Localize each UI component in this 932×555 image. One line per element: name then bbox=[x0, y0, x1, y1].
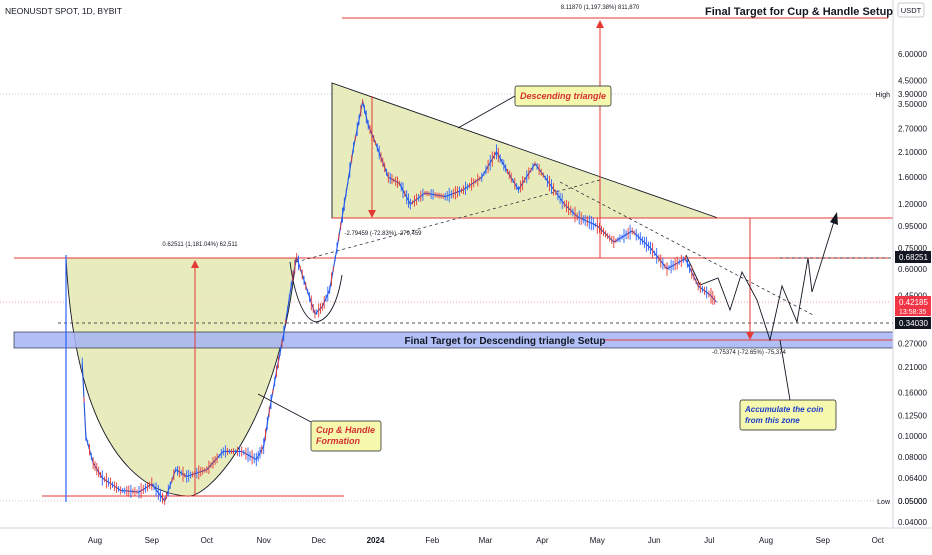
cup-target-arrow bbox=[596, 20, 604, 258]
time-tick-label: Oct bbox=[872, 536, 885, 545]
triangle-callout-label: Descending triangle bbox=[520, 91, 606, 101]
triangle-callout-box bbox=[514, 85, 612, 107]
high-value: 3.90000 bbox=[898, 90, 927, 99]
rising-dashed-trendline bbox=[295, 179, 601, 263]
time-tick-label: 2024 bbox=[367, 536, 385, 545]
cup-target-measure: 8.11870 (1,197.38%) 811,870 bbox=[561, 5, 640, 11]
price-tick-label: 2.10000 bbox=[898, 148, 927, 157]
triangle-height-measure: -2.79459 (-72.83%) -279,459 bbox=[344, 231, 422, 237]
time-tick-label: Aug bbox=[88, 536, 102, 545]
price-tick-label: 1.20000 bbox=[898, 200, 927, 209]
cup-callout-line-1: Cup & Handle bbox=[316, 425, 375, 435]
time-tick-label: May bbox=[590, 536, 605, 545]
price-tick-label: 0.27000 bbox=[898, 340, 927, 349]
cup-callout-line-2: Formation bbox=[316, 436, 361, 446]
price-tick-label: 0.05000 bbox=[898, 497, 927, 506]
candles-layer bbox=[81, 99, 716, 505]
level-2-tag bbox=[895, 317, 931, 329]
last-price-tag bbox=[895, 296, 931, 316]
time-tick-label: Jul bbox=[704, 536, 714, 545]
time-tick-label: Jun bbox=[648, 536, 661, 545]
projected-path-arrowhead bbox=[830, 212, 838, 225]
descending-target-title: Final Target for Descending triangle Set… bbox=[405, 336, 606, 347]
time-tick-label: Aug bbox=[759, 536, 773, 545]
level-1-tag bbox=[895, 251, 931, 263]
price-tick-label: 4.50000 bbox=[898, 77, 927, 86]
time-axis[interactable]: Aug Sep Oct Nov Dec 2024 Feb Mar Apr May Jun Jul Aug… bbox=[88, 536, 885, 545]
price-tick-label: 0.10000 bbox=[898, 432, 927, 441]
price-tick-label: 0.75000 bbox=[898, 244, 927, 253]
time-tick-label: Oct bbox=[201, 536, 214, 545]
currency-badge-label: USDT bbox=[901, 6, 922, 15]
price-tick-label: 1.60000 bbox=[898, 173, 927, 182]
price-tick-label: 0.16000 bbox=[898, 388, 927, 397]
price-tick-label: 0.06400 bbox=[898, 474, 927, 483]
triangle-callout-leader bbox=[457, 95, 516, 129]
high-label: High bbox=[876, 92, 891, 99]
level-2-tag-text: 0.34030 bbox=[899, 319, 928, 328]
accumulate-line-2: from this zone bbox=[745, 416, 800, 425]
price-tick-label: 2.70000 bbox=[898, 124, 927, 133]
level-1-tag-text: 0.68251 bbox=[899, 253, 928, 262]
triangle-height-arrow bbox=[368, 96, 376, 218]
down-target-measure: -0.75374 (-72.65%) -75,374 bbox=[712, 350, 786, 356]
time-tick-label: Sep bbox=[816, 536, 831, 545]
countdown-text: 13:58:35 bbox=[899, 309, 926, 316]
currency-badge[interactable] bbox=[897, 2, 925, 18]
cup-region bbox=[66, 258, 296, 497]
last-price-tag-text: 0.42185 bbox=[899, 298, 928, 307]
cup-depth-arrow bbox=[191, 260, 199, 496]
accumulate-callout-leader bbox=[779, 339, 791, 401]
low-value: 0.05000 bbox=[898, 497, 927, 506]
accumulate-line-1: Accumulate the coin bbox=[744, 405, 823, 414]
projected-path bbox=[685, 214, 837, 342]
time-tick-label: Mar bbox=[479, 536, 493, 545]
symbol-title: NEONUSDT SPOT, 1D, BYBIT bbox=[5, 6, 122, 16]
time-tick-label: Dec bbox=[312, 536, 326, 545]
price-tick-label: 0.60000 bbox=[898, 265, 927, 274]
price-tick-label: 0.08000 bbox=[898, 453, 927, 462]
falling-dashed-trendline bbox=[559, 181, 816, 317]
time-tick-label: Sep bbox=[145, 536, 160, 545]
price-tick-label: 3.50000 bbox=[898, 100, 927, 109]
low-label: Low bbox=[877, 499, 891, 506]
price-tick-label: 0.21000 bbox=[898, 363, 927, 372]
price-tick-label: 6.00000 bbox=[898, 50, 927, 59]
down-target-arrow bbox=[746, 218, 754, 340]
price-tick-label: 0.95000 bbox=[898, 222, 927, 231]
time-tick-label: Feb bbox=[425, 536, 439, 545]
cup-target-title: Final Target for Cup & Handle Setup bbox=[705, 6, 893, 18]
cup-callout-leader bbox=[257, 393, 312, 423]
cup-depth-measure: 0.62511 (1,181.04%) 62,511 bbox=[162, 242, 238, 248]
time-tick-label: Apr bbox=[536, 536, 549, 545]
handle-curve bbox=[289, 261, 343, 323]
cup-callout-box bbox=[310, 420, 382, 452]
accumulate-callout-box bbox=[739, 399, 837, 431]
price-tick-label: 0.04000 bbox=[898, 518, 927, 527]
price-tick-label: 0.12500 bbox=[898, 411, 927, 420]
time-tick-label: Nov bbox=[257, 536, 271, 545]
